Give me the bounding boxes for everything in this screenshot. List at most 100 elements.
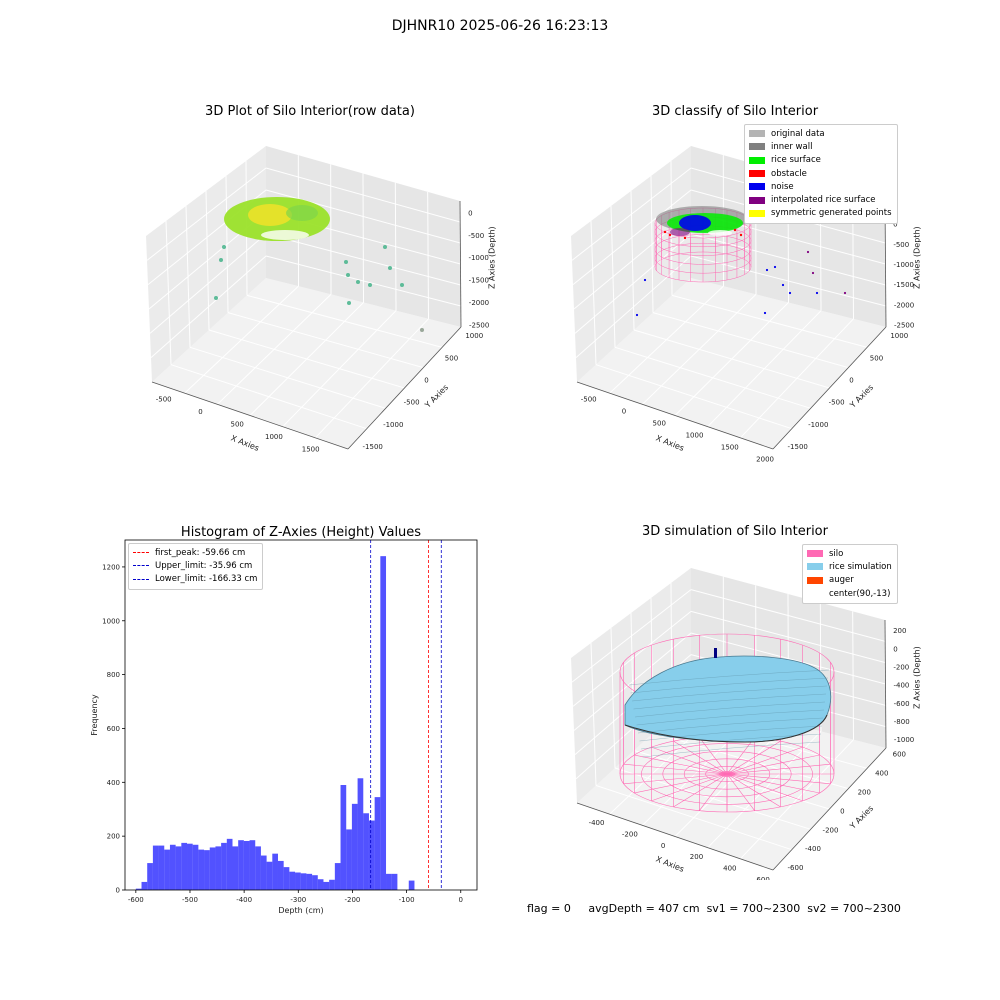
sim-silo-center-mark [719,771,735,777]
histogram-bar [152,845,159,890]
legend-swatch [807,576,823,584]
y-axis-label: Frequency [90,694,99,736]
y-tick-label: 1000 [102,617,120,625]
cls-noise-point [765,268,769,272]
legend-swatch [749,183,765,191]
classify-panel: 3D classify of Silo Interior -500 0 500 100… [545,95,925,465]
histogram-bar [277,860,284,890]
cls-z-tick: -500 [893,241,909,249]
cls-noise-point [788,291,792,295]
histogram-bar [272,853,278,890]
raw-x-tick: -500 [156,395,172,403]
cls-noise-point [815,291,819,295]
sim-x-label: X Axies [655,854,686,873]
histogram-bar [323,881,330,890]
cls-obstacle-point [683,236,687,240]
cls-z-tick: -1000 [894,261,914,269]
cls-interp-outlier [843,291,847,295]
histogram-bar [351,803,358,890]
y-tick-label: 400 [107,779,120,787]
cls-x-tick: 1500 [721,444,739,452]
y-tick-label: 0 [116,887,120,895]
sim-x-axis-line [576,802,774,871]
classify-panel-title: 3D classify of Silo Interior [651,104,819,119]
cls-x-tick: 0 [622,407,626,415]
histogram-bar [243,841,250,890]
legend-label: rice surface [771,155,821,166]
histogram-bar [283,867,290,890]
legend-label: symmetric generated points [771,208,892,219]
sim-silo-floor-spoke [726,740,781,775]
legend-item: symmetric generated points [749,207,892,220]
legend-swatch [749,143,765,151]
sim-x-tick: 600 [756,876,769,880]
histogram-title: Histogram of Z-Axies (Height) Values [181,525,421,540]
legend-item: silo [807,547,892,560]
histogram-bar [175,846,182,890]
sim-mesh-line [642,741,821,758]
legend-item: inner wall [749,140,892,153]
sim-x-tick: 400 [723,865,736,873]
legend-swatch [807,550,823,558]
x-tick-label: -600 [128,896,144,904]
cls-x-tick: 2000 [756,456,774,464]
sim-silo-floor-spoke [726,773,781,808]
cls-noise-point [773,265,777,269]
raw-z-tick: 0 [468,209,472,217]
sim-rice-edge [624,714,828,743]
histogram-bar [260,855,267,890]
x-tick-label: -200 [345,896,361,904]
legend-swatch [749,196,765,204]
sim-silo-floor-spoke [726,746,803,775]
raw-panel-title: 3D Plot of Silo Interior(row data) [205,104,415,119]
histogram-bar [158,845,165,890]
sim-mesh-line [639,725,823,742]
histogram-bar [226,838,233,890]
histogram-bar [147,863,153,890]
sv1-text: sv1 = 700~2300 [706,902,801,915]
y-tick-label: 800 [107,671,120,679]
histogram-bar [289,871,296,890]
raw-x-label: X Axies [230,433,261,452]
cls-y-tick: -1000 [808,421,828,429]
raw-y-tick: 500 [445,354,458,362]
histogram-chart: Histogram of Z-Axies (Height) Values -600… [90,525,478,915]
simulation-panel-title: 3D simulation of Silo Interior [642,524,828,539]
histogram-bar [209,847,216,890]
sim-mesh-line [637,717,824,734]
histogram-bar [204,850,210,890]
sim-y-tick: 0 [840,807,844,815]
sim-z-tick: -600 [894,700,910,708]
legend-swatch [749,130,765,138]
sim-z-axis-line [884,619,887,749]
cls-y-tick: 500 [870,354,883,362]
sim-silo-floor-spoke [673,740,728,775]
sv2-text: sv2 = 700~2300 [807,902,901,915]
raw-outlier-point [214,296,218,300]
legend-swatch [749,170,765,178]
raw-point-cloud [224,197,330,241]
raw-outlier-point [420,328,424,332]
histogram-bar [346,829,352,890]
legend-label: first_peak: -59.66 cm [155,547,246,558]
figure-title: DJHNR10 2025-06-26 16:23:13 [391,18,609,34]
sim-silo-floor-spoke [623,773,728,785]
sim-z-tick: -1000 [894,736,914,744]
cls-z-tick: -1500 [894,281,914,289]
raw-z-tick: -2500 [469,321,489,329]
histogram-legend: first_peak: -59.66 cm Upper_limit: -35.96… [128,543,264,590]
cls-x-tick: 1000 [686,432,704,440]
sim-y-tick: -200 [823,826,839,834]
legend-label: interpolated rice surface [771,195,876,206]
histogram-bar [334,863,341,890]
sim-silo-floor-spoke [699,773,728,811]
cls-interp-outlier [806,250,810,254]
raw-z-label: Z Axies (Depth) [487,226,496,289]
histogram-bar [215,846,222,890]
sim-y-tick: 400 [875,770,888,778]
legend-swatch [749,156,765,164]
sim-grid [571,589,692,683]
sim-z-tick: 0 [893,645,897,653]
cls-y-label: Y Axies [848,383,876,411]
raw-x-tick: 0 [198,408,202,416]
